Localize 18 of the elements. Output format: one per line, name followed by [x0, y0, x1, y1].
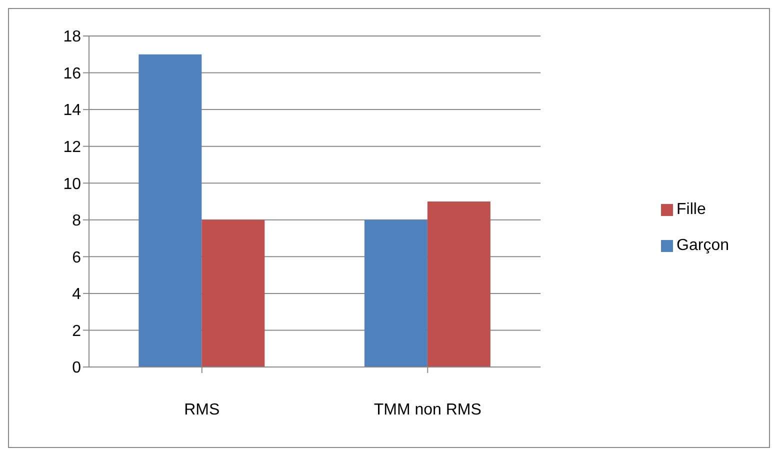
y-tick-label: 6	[72, 249, 82, 266]
x-tick-label: TMM non RMS	[374, 401, 482, 418]
y-tick-label: 4	[72, 286, 82, 304]
bar	[427, 202, 490, 367]
x-tick-label: RMS	[184, 401, 220, 418]
y-tick-label: 14	[63, 102, 82, 120]
y-tick-label: 0	[72, 360, 82, 377]
y-tick-label: 10	[63, 176, 82, 193]
y-tick-label: 18	[63, 28, 82, 46]
y-tick-label: 12	[63, 139, 82, 156]
y-tick-label: 8	[72, 212, 82, 230]
bar	[202, 220, 265, 367]
y-tick-label: 16	[63, 65, 82, 82]
legend-label: Garçon	[676, 237, 729, 254]
bar	[364, 220, 428, 367]
legend-label: Fille	[676, 201, 706, 218]
y-tick-label: 2	[72, 322, 82, 340]
bar	[138, 54, 202, 367]
